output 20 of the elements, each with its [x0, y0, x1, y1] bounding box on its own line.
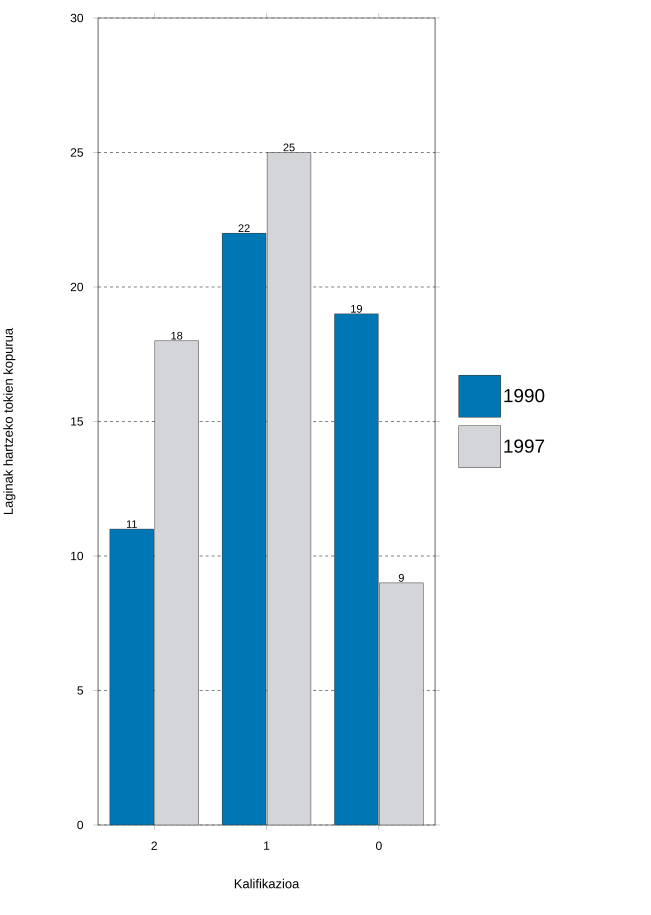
y-tick-label: 20 [70, 282, 83, 292]
y-tick-label: 25 [70, 148, 83, 157]
data-label: 22 [238, 224, 250, 232]
data-label: 25 [283, 144, 295, 152]
y-tick-label: 5 [77, 686, 83, 695]
y-tick-label: 10 [71, 552, 83, 560]
legend-label: 1997 [504, 439, 544, 453]
data-label: 11 [126, 520, 137, 528]
data-label: 18 [171, 332, 182, 340]
y-tick-label: 15 [71, 417, 83, 426]
x-tick-label: 0 [376, 842, 382, 850]
y-tick-label: 0 [77, 820, 83, 830]
legend-label: 1990 [504, 388, 544, 402]
y-tick-label: 30 [70, 14, 83, 22]
x-axis-title: Kalifikazioa [234, 878, 300, 888]
data-label: 9 [398, 574, 404, 582]
y-axis-title: Laginak hartzeko tokien kopurua [3, 328, 16, 514]
data-label: 19 [351, 304, 362, 313]
x-tick-label: 2 [151, 842, 157, 850]
x-tick-label: 1 [264, 842, 270, 850]
